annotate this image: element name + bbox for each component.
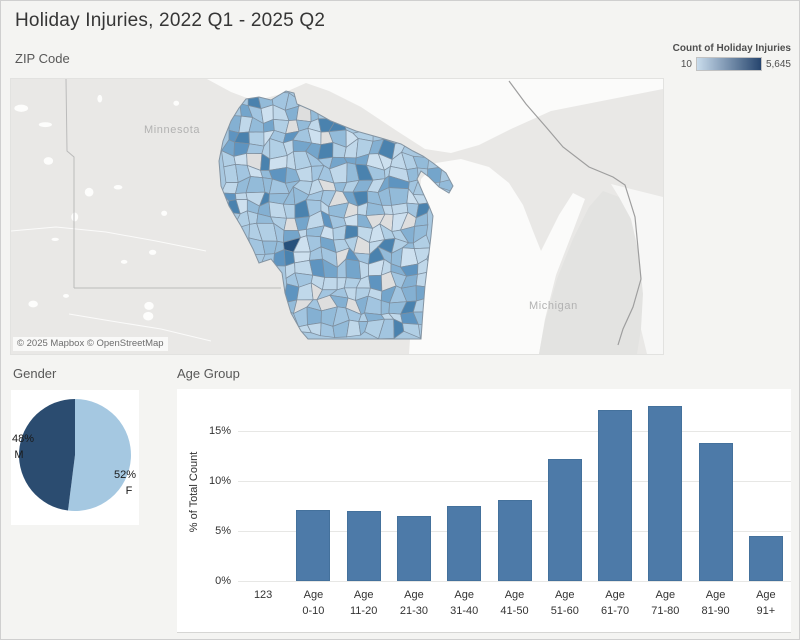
x-tick-age-0-10: Age 0-10 (302, 589, 325, 617)
zip-polygon[interactable] (235, 192, 248, 201)
small-lake (148, 249, 157, 255)
bar-age-71-80[interactable] (648, 406, 683, 581)
pie-canvas: 48% M 52% F (12, 399, 136, 511)
x-tick-age-61-70: Age 61-70 (600, 589, 630, 617)
age-group-section-title: Age Group (177, 366, 240, 381)
lake-huron (611, 184, 663, 354)
small-lake (173, 100, 180, 106)
map-section-title: ZIP Code (15, 51, 70, 66)
gridline-10% (238, 481, 791, 482)
small-lake (14, 104, 29, 112)
bar-age-21-30[interactable] (396, 516, 431, 581)
state-border-michigan (508, 80, 642, 346)
color-legend: Count of Holiday Injuries 10 5,645 (631, 43, 791, 71)
zip-polygon[interactable] (345, 258, 362, 280)
bar-age-0-10[interactable] (296, 510, 331, 581)
small-lake (28, 300, 38, 308)
small-lake (161, 210, 168, 216)
small-lake (120, 259, 128, 264)
state-border-minnesota-west (65, 79, 75, 288)
bar-age-81-90[interactable] (698, 443, 733, 581)
lake-superior (207, 79, 663, 153)
legend-min-value: 10 (680, 58, 692, 70)
bar-age-31-40[interactable] (447, 506, 482, 581)
small-lake (113, 185, 123, 190)
basemap-road (68, 313, 212, 342)
small-lake (84, 187, 94, 197)
gender-section-title: Gender (13, 366, 57, 381)
zip-polygon[interactable] (388, 187, 409, 206)
y-tick-10%: 10% (208, 475, 231, 487)
map-attribution[interactable]: © 2025 Mapbox © OpenStreetMap (13, 337, 168, 351)
gender-pie-chart: 48% M 52% F (11, 390, 139, 525)
zip-choropleth-map[interactable]: Minnesota Michigan © 2025 Mapbox © OpenS… (10, 78, 664, 355)
map-label-michigan: Michigan (529, 300, 578, 312)
pie-label-f-pct: 52% (114, 469, 136, 481)
x-tick-age-11-20: Age 11-20 (350, 589, 378, 617)
zip-polygon[interactable] (321, 276, 338, 291)
x-tick-age-21-30: Age 21-30 (399, 589, 429, 617)
small-lake (143, 311, 154, 321)
pie-label-m: M (14, 449, 23, 461)
zip-polygon[interactable] (402, 322, 421, 339)
y-tick-15%: 15% (208, 425, 231, 437)
x-tick-age-71-80: Age 71-80 (651, 589, 680, 617)
bar-age-91+[interactable] (748, 536, 783, 581)
map-label-minnesota: Minnesota (144, 124, 201, 136)
x-tick-123: 123 (253, 589, 273, 601)
x-tick-age-91+: Age 91+ (756, 589, 776, 617)
michigan-lower-peninsula (539, 191, 643, 354)
small-lake (43, 157, 54, 165)
lake-michigan (409, 159, 585, 354)
small-lake (97, 94, 103, 103)
pie-slice-m[interactable] (18, 399, 75, 511)
map-canvas[interactable] (11, 79, 663, 354)
page-title: Holiday Injuries, 2022 Q1 - 2025 Q2 (15, 10, 326, 31)
pie-label-f: F (126, 485, 133, 497)
bar-plot-area: 0% 5% 10% 15% 123 Age 0-10 Age 11-20 Age 21-30 Age 3… (209, 391, 791, 617)
gridline-0% (238, 581, 791, 582)
small-lake (63, 293, 69, 298)
bar-age-41-50[interactable] (497, 500, 532, 581)
bar-age-51-60[interactable] (547, 459, 582, 581)
wisconsin-outline (218, 90, 454, 340)
basemap-road (11, 226, 207, 252)
legend-title: Count of Holiday Injuries (672, 43, 791, 54)
x-tick-age-41-50: Age 41-50 (500, 589, 529, 617)
legend-gradient-bar (695, 57, 762, 71)
x-tick-age-81-90: Age 81-90 (701, 589, 730, 617)
y-tick-5%: 5% (215, 525, 231, 537)
small-lake (51, 237, 59, 242)
gridline-15% (238, 431, 791, 432)
legend-max-value: 5,645 (765, 58, 791, 70)
pie-slice-f[interactable] (67, 399, 131, 511)
small-lake (71, 212, 79, 222)
small-lake (144, 301, 154, 310)
x-tick-age-31-40: Age 31-40 (450, 589, 479, 617)
bar-age-11-20[interactable] (346, 511, 381, 581)
age-group-bar-chart: % of Total Count 0% 5% 10% 15% 123 Age 0-10 Age… (177, 389, 791, 633)
zip-mosaic[interactable] (219, 91, 456, 339)
x-tick-age-51-60: Age 51-60 (550, 589, 579, 617)
y-tick-0%: 0% (215, 575, 231, 587)
pie-label-m-pct: 48% (12, 433, 34, 445)
zip-polygon[interactable] (380, 300, 390, 316)
small-lake (38, 122, 52, 128)
bar-age-61-70[interactable] (598, 410, 633, 581)
